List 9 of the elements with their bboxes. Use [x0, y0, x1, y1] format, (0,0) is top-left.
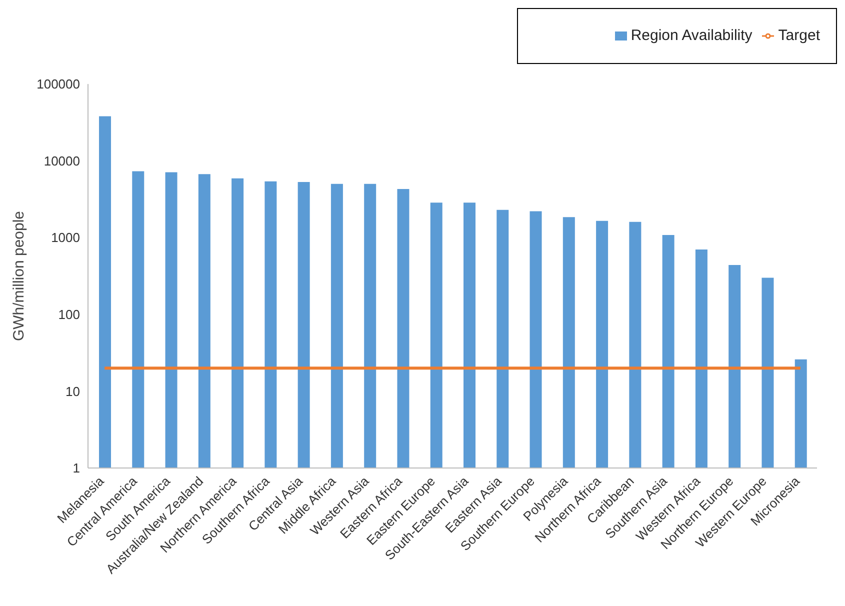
legend-label: Region Availability — [630, 27, 752, 44]
y-tick-label: 1000 — [51, 230, 80, 246]
y-tick-label: 10000 — [44, 153, 80, 168]
y-tick-label: 1 — [72, 460, 80, 476]
y-tick-label: 100000 — [36, 76, 80, 92]
y-tick-label: 100 — [58, 307, 80, 322]
y-axis-title: GWh/million people — [10, 210, 28, 342]
y-tick-label: 10 — [66, 384, 80, 399]
legend-label: Target — [778, 27, 820, 44]
